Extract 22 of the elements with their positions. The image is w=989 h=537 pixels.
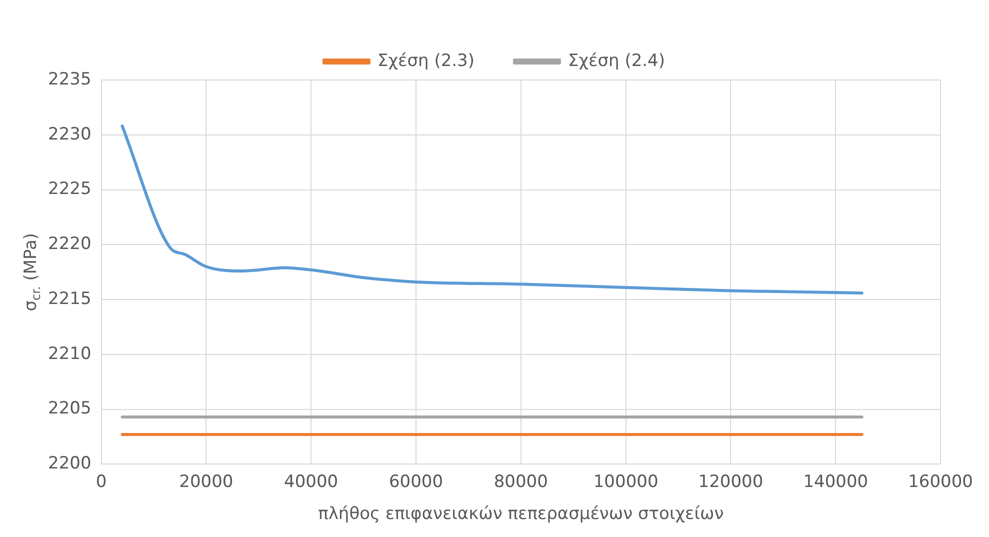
x-tick-label: 100000: [593, 472, 658, 492]
x-tick-label: 40000: [284, 472, 338, 492]
x-tick-label: 0: [96, 472, 107, 492]
x-tick-label: 20000: [179, 472, 234, 492]
x-tick-label: 80000: [494, 472, 548, 492]
legend-label: Σχέση (2.3): [377, 50, 475, 71]
x-tick-label: 160000: [908, 472, 974, 492]
y-tick-label: 2225: [48, 179, 92, 200]
y-tick-label: 2205: [48, 398, 92, 419]
legend-label: Σχέση (2.4): [568, 50, 666, 71]
x-tick-label: 140000: [803, 472, 868, 492]
x-tick-label: 120000: [698, 472, 764, 492]
x-tick-label: 60000: [388, 472, 444, 492]
line-series: [120, 124, 864, 294]
y-tick-label: 2235: [48, 69, 92, 90]
y-tick-label: 2230: [48, 124, 92, 144]
y-tick-label: 2220: [48, 234, 92, 254]
y-tick-label: 2215: [48, 288, 92, 309]
y-axis-title: σcr. (MPa): [21, 232, 43, 312]
x-axis-title: πλήθος επιφανειακών πεπερασμένων στοιχείων: [318, 504, 724, 524]
y-tick-label: 2200: [48, 454, 92, 474]
y-tick-label: 2210: [48, 344, 92, 364]
